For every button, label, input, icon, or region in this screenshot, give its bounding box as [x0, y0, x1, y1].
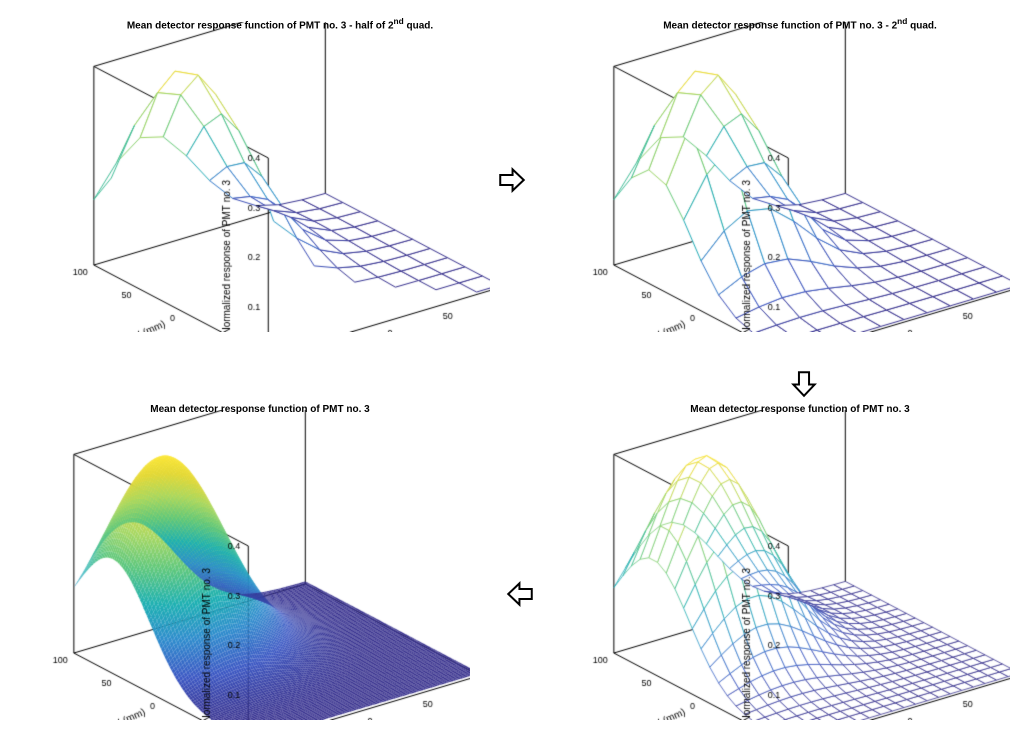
figure-grid: Mean detector response function of PMT n…	[0, 0, 1032, 744]
arrow-down-icon	[790, 370, 818, 398]
title-text: Mean detector response function of PMT n…	[690, 404, 909, 415]
title-sup: nd	[897, 16, 907, 26]
plot-full-wire-title: Mean detector response function of PMT n…	[590, 404, 1010, 415]
title-text: Mean detector response function of PMT n…	[663, 20, 897, 31]
plot-full-surf-title: Mean detector response function of PMT n…	[50, 404, 470, 415]
title-tail: quad.	[404, 20, 433, 31]
panel-bottom-right: Mean detector response function of PMT n…	[590, 410, 1010, 720]
plot-full-surf-canvas	[50, 410, 470, 720]
panel-top-right: Mean detector response function of PMT n…	[590, 22, 1010, 332]
plot-full-quad-title: Mean detector response function of PMT n…	[590, 16, 1010, 31]
plot-full-wire-canvas	[590, 410, 1010, 720]
plot-full-quad-canvas	[590, 22, 1010, 332]
panel-top-left: Mean detector response function of PMT n…	[70, 22, 490, 332]
plot-half-quad-title: Mean detector response function of PMT n…	[70, 16, 490, 31]
title-tail: quad.	[907, 20, 936, 31]
title-text: Mean detector response function of PMT n…	[127, 20, 394, 31]
panel-bottom-left: Mean detector response function of PMT n…	[50, 410, 470, 720]
arrow-right-icon	[498, 166, 526, 194]
title-sup: nd	[394, 16, 404, 26]
title-text: Mean detector response function of PMT n…	[150, 404, 369, 415]
arrow-left-icon	[506, 580, 534, 608]
plot-half-quad-canvas	[70, 22, 490, 332]
